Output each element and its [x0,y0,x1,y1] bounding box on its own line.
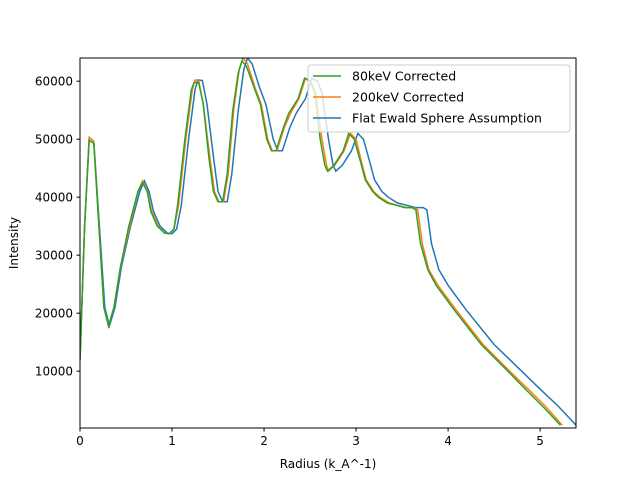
series-lines [80,58,576,426]
legend-entry: 200keV Corrected [352,90,464,105]
series-line-2 [80,59,561,426]
y-tick-label: 40000 [35,191,73,205]
y-tick-label: 30000 [35,249,73,263]
y-tick-label: 60000 [35,75,73,89]
legend-entry: Flat Ewald Sphere Assumption [352,111,542,126]
x-tick-label: 1 [168,434,176,448]
y-axis-label: Intensity [7,217,21,269]
x-axis-label: Radius (k_A^-1) [280,457,377,471]
legend-box [307,64,571,133]
x-tick-label: 3 [352,434,360,448]
legend-entry: 80keV Corrected [352,69,456,84]
x-axis-ticks: 0 1 2 3 4 5 [76,428,544,448]
x-tick-label: 2 [260,434,268,448]
x-tick-label: 5 [536,434,544,448]
x-tick-label: 0 [76,434,84,448]
y-axis-ticks: 10000 20000 30000 40000 50000 60000 [35,75,80,379]
y-tick-label: 20000 [35,307,73,321]
axes-frame [79,57,577,429]
y-tick-label: 50000 [35,133,73,147]
legend: 80keV Corrected 200keV Corrected Flat Ewal… [307,64,571,133]
y-tick-label: 10000 [35,365,73,379]
x-tick-label: 4 [444,434,452,448]
